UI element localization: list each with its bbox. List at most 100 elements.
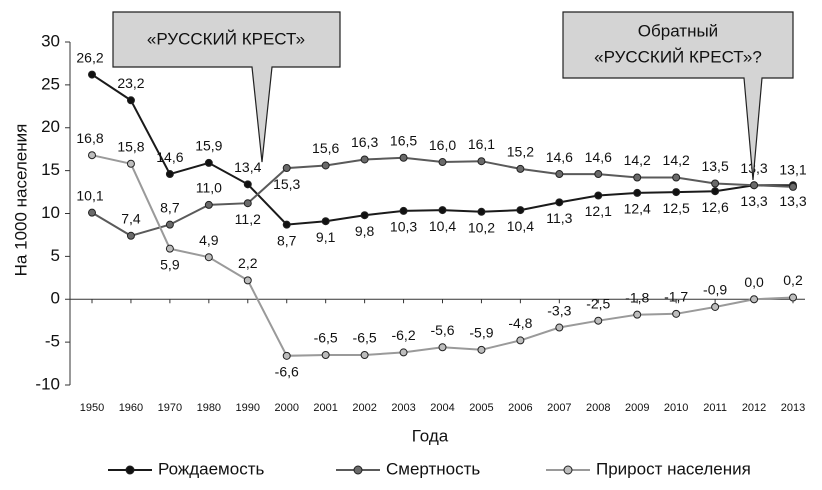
point (399, 153, 408, 162)
data-label: 10,4 (429, 218, 456, 234)
data-label: 15,9 (195, 138, 222, 154)
point (633, 173, 642, 182)
point (321, 161, 330, 170)
legend-label: Смертность (386, 459, 480, 478)
data-label: 10,3 (390, 219, 417, 235)
data-label: 11,3 (546, 210, 572, 226)
x-tick-label: 1960 (119, 402, 143, 414)
data-label: 9,1 (316, 229, 336, 245)
data-label: -6,2 (391, 327, 415, 343)
point (594, 170, 603, 179)
point (204, 200, 213, 209)
data-label: 14,6 (546, 149, 573, 165)
y-tick-label: -5 (45, 332, 60, 351)
x-tick-label: 1970 (158, 402, 182, 414)
point (243, 276, 252, 285)
point (126, 96, 135, 105)
point (165, 244, 174, 253)
y-tick-label: 0 (51, 289, 60, 308)
point (204, 253, 213, 262)
x-tick-label: 2003 (391, 402, 415, 414)
data-label: 12,5 (663, 200, 690, 216)
data-label: -6,6 (275, 364, 299, 380)
data-label: -1,7 (664, 289, 688, 305)
data-label: -5,9 (469, 325, 493, 341)
point (477, 345, 486, 354)
x-tick-label: 2008 (586, 402, 610, 414)
callout-text: Обратный (638, 21, 718, 40)
point (88, 208, 96, 217)
data-label: 14,2 (663, 152, 690, 168)
data-label: -0,9 (703, 282, 727, 298)
point (438, 343, 447, 352)
data-label: 10,4 (507, 218, 534, 234)
data-label: 13,3 (740, 193, 767, 209)
data-label: 12,6 (701, 199, 728, 215)
y-axis-label: На 1000 населения (11, 124, 30, 277)
point (126, 231, 135, 240)
legend-marker (353, 465, 363, 475)
point (360, 155, 369, 164)
data-label: -4,8 (508, 315, 532, 331)
data-label: -6,5 (314, 330, 338, 346)
data-label: 11,2 (235, 211, 261, 227)
y-tick-label: 10 (41, 203, 60, 222)
point (555, 323, 564, 332)
data-label: 8,7 (277, 232, 297, 248)
callout (562, 11, 794, 181)
point (750, 295, 759, 304)
point (88, 70, 96, 79)
data-label: 5,9 (160, 256, 180, 272)
point (516, 206, 525, 215)
point (360, 350, 369, 359)
x-tick-label: 1980 (197, 402, 221, 414)
point (711, 302, 720, 311)
point (438, 158, 447, 167)
data-label: -5,6 (430, 322, 454, 338)
legend-marker (563, 465, 573, 475)
x-tick-label: 1950 (80, 402, 104, 414)
data-label: 4,9 (199, 232, 219, 248)
point (633, 310, 642, 319)
point (204, 158, 213, 167)
data-label: 11,0 (196, 180, 222, 196)
x-axis-label: Года (412, 426, 449, 445)
legend-label: Рождаемость (158, 459, 264, 478)
y-tick-label: 5 (51, 246, 60, 265)
point (243, 199, 252, 208)
data-label: 15,8 (117, 138, 144, 154)
point (360, 211, 369, 220)
point (126, 159, 135, 168)
point (399, 348, 408, 357)
x-tick-label: 2010 (664, 402, 688, 414)
callout (112, 11, 341, 163)
data-label: -3,3 (547, 302, 571, 318)
point (477, 157, 486, 166)
point (321, 350, 330, 359)
data-label: 16,1 (468, 136, 495, 152)
y-tick-label: 30 (41, 31, 60, 50)
x-tick-label: 1990 (236, 402, 260, 414)
point (789, 293, 797, 302)
point (594, 316, 603, 325)
legend-marker (125, 465, 135, 475)
point (672, 188, 681, 197)
data-label: 15,2 (507, 144, 534, 160)
x-tick-label: 2005 (469, 402, 493, 414)
point (672, 173, 681, 182)
point (711, 179, 720, 188)
x-tick-label: 2004 (430, 402, 454, 414)
point (789, 182, 797, 191)
point (516, 164, 525, 173)
point (516, 336, 525, 345)
data-label: 14,2 (624, 152, 651, 168)
point (711, 187, 720, 196)
data-label: 13,3 (779, 193, 806, 209)
data-label: 13,1 (779, 162, 806, 178)
data-label: 16,0 (429, 137, 456, 153)
data-label: 26,2 (76, 49, 103, 65)
y-tick-label: -10 (35, 374, 60, 393)
x-tick-label: 2001 (313, 402, 337, 414)
x-tick-label: 2006 (508, 402, 532, 414)
